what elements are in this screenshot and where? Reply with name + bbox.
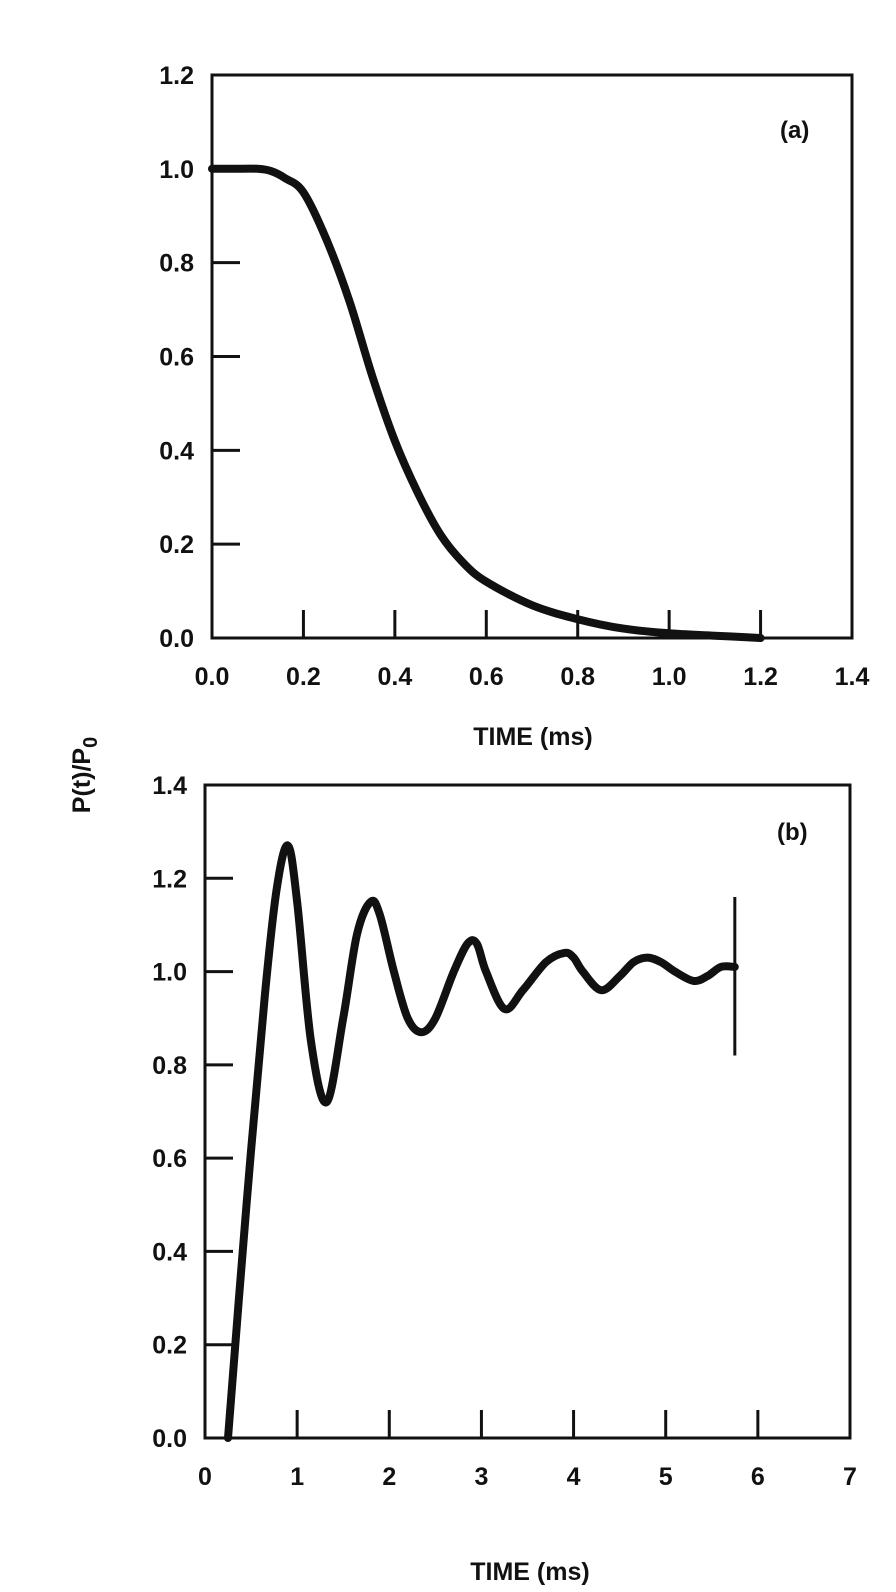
plot-frame-a	[210, 73, 854, 640]
y-tick-label-a: 1.2	[159, 62, 194, 90]
x-tick-label-b: 3	[474, 1463, 488, 1491]
svg-text:P(t)/P0: P(t)/P0	[68, 737, 102, 813]
x-tick-label-b: 5	[659, 1463, 673, 1491]
chart-panel-a: (a) TIME (ms) 0.0 0.2 0.4 0.6 0.8 1.0 1.2 1.4 0.…	[159, 62, 869, 751]
y-axis-title-main: P(t)/P	[68, 748, 96, 813]
y-tick-label-b: 0.8	[152, 1052, 187, 1080]
y-tick-label-a: 0.8	[159, 250, 194, 278]
y-tick-label-a: 0.0	[159, 625, 194, 653]
y-tick-label-b: 1.2	[152, 865, 187, 893]
chart-panel-b: (b) TIME (ms) 0 1 2 3 4 5 6 7 0.0 0.2 0.4 0.6 0.8 1.0…	[152, 772, 857, 1586]
x-tick-label-b: 0	[198, 1463, 212, 1491]
series-line-a	[208, 164, 765, 642]
x-tick-label-b: 1	[290, 1463, 304, 1491]
plot-frame-b	[203, 783, 852, 1440]
y-tick-label-b: 0.0	[152, 1425, 187, 1453]
y-axis-title-subscript: 0	[80, 737, 102, 748]
x-tick-label-b: 7	[843, 1463, 857, 1491]
x-tick-label-b: 2	[382, 1463, 396, 1491]
y-tick-label-a: 1.0	[159, 156, 194, 184]
y-tick-label-b: 1.0	[152, 959, 187, 987]
y-tick-label-a: 0.6	[159, 344, 194, 372]
x-tick-label-a: 0.0	[195, 663, 230, 691]
x-axis-title-b: TIME (ms)	[470, 1558, 589, 1586]
y-tick-label-b: 1.4	[152, 772, 187, 800]
y-tick-label-b: 0.2	[152, 1332, 187, 1360]
series-line-b	[224, 841, 739, 1442]
y-tick-label-a: 0.2	[159, 531, 194, 559]
x-axis-title-a: TIME (ms)	[473, 723, 592, 751]
panel-label-b: (b)	[777, 819, 808, 846]
x-tick-label-a: 1.4	[835, 663, 870, 691]
x-tick-label-a: 1.0	[652, 663, 687, 691]
y-tick-label-b: 0.6	[152, 1145, 187, 1173]
panel-label-a: (a)	[780, 117, 809, 144]
x-tick-label-b: 4	[567, 1463, 581, 1491]
x-tick-label-a: 1.2	[743, 663, 778, 691]
x-tick-label-a: 0.2	[286, 663, 321, 691]
x-tick-label-b: 6	[751, 1463, 765, 1491]
y-axis-title: P(t)/P0	[68, 737, 102, 813]
x-tick-label-a: 0.4	[377, 663, 412, 691]
x-tick-label-a: 0.6	[469, 663, 504, 691]
y-tick-label-b: 0.4	[152, 1238, 187, 1266]
x-tick-label-a: 0.8	[560, 663, 595, 691]
y-tick-label-a: 0.4	[159, 437, 194, 465]
